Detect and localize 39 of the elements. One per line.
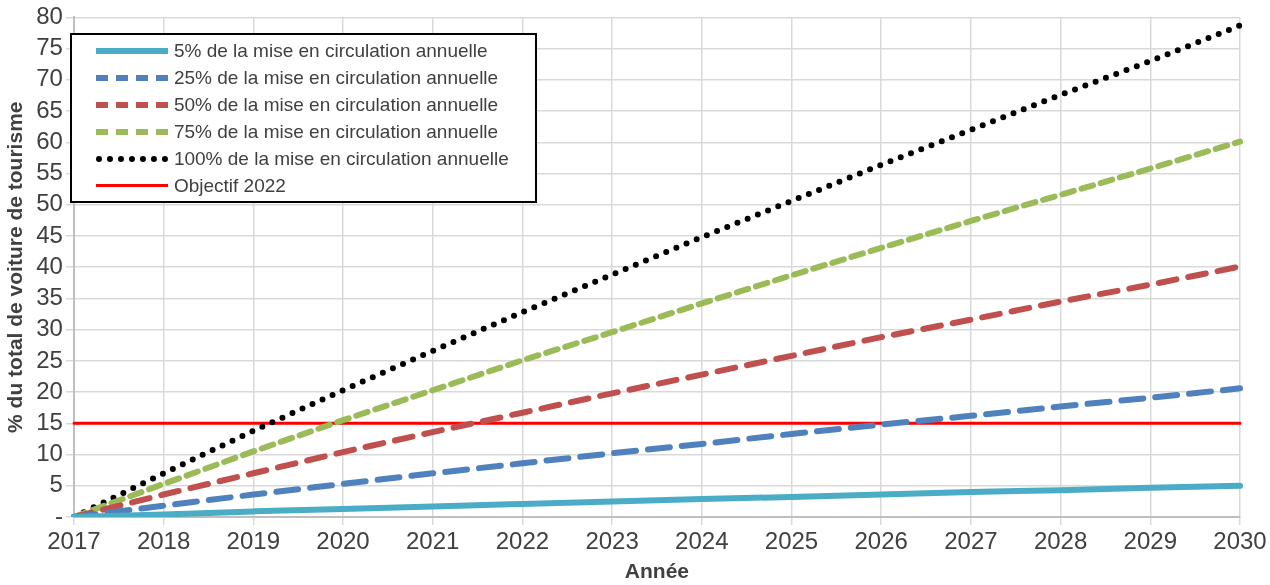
legend-label: 50% de la mise en circulation annuelle: [173, 93, 499, 116]
y-tick-label: 15: [36, 407, 63, 435]
y-tick-label: 20: [36, 376, 63, 404]
y-tick-label: 75: [36, 33, 63, 61]
y-tick-label: 65: [36, 95, 63, 123]
y-tick-label: 25: [36, 345, 63, 373]
y-tick-label: 5: [49, 470, 63, 498]
x-tick-label: 2019: [226, 527, 280, 555]
y-tick-label: 45: [36, 220, 63, 248]
x-tick-label: 2020: [316, 527, 370, 555]
x-tick-label: 2027: [944, 527, 998, 555]
y-tick-label: 30: [36, 314, 63, 342]
y-tick-label: 80: [36, 2, 63, 30]
y-tick-label: 35: [36, 283, 63, 311]
legend-label: 75% de la mise en circulation annuelle: [173, 120, 499, 143]
x-tick-label: 2021: [406, 527, 460, 555]
x-tick-label: 2028: [1033, 527, 1088, 555]
x-tick-label: 2023: [585, 527, 639, 555]
legend-label: 25% de la mise en circulation annuelle: [173, 66, 499, 89]
x-tick-label: 2030: [1213, 527, 1267, 555]
y-tick-label: 60: [36, 126, 63, 154]
x-tick-label: 2024: [675, 527, 729, 555]
y-tick-label: 10: [36, 439, 63, 467]
x-tick-label: 2025: [764, 527, 819, 555]
x-tick-label: 2018: [136, 527, 191, 555]
x-axis-title: Année: [624, 559, 690, 583]
x-tick-label: 2017: [47, 527, 101, 555]
x-tick-label: 2029: [1123, 527, 1177, 555]
y-tick-label: 50: [36, 189, 63, 217]
y-axis-title: % du total de voiture de tourisme: [3, 101, 27, 433]
legend-label: 100% de la mise en circulation annuelle: [173, 147, 509, 170]
legend-label: Objectif 2022: [173, 174, 286, 197]
y-tick-label: 70: [36, 64, 63, 92]
y-tick-label: 40: [36, 251, 63, 279]
x-tick-label: 2026: [854, 527, 908, 555]
legend-label: 5% de la mise en circulation annuelle: [173, 39, 488, 62]
y-tick-label: -: [54, 501, 63, 529]
y-tick-label: 55: [36, 158, 63, 186]
x-tick-label: 2022: [495, 527, 550, 555]
